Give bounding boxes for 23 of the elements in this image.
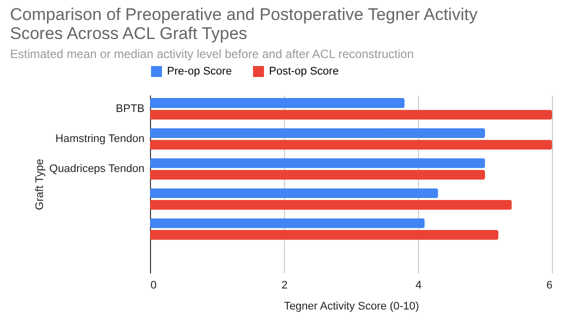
y-tick-label: Hamstring Tendon bbox=[55, 132, 144, 145]
legend-label: Post-op Score bbox=[269, 66, 339, 78]
x-tick-label: 0 bbox=[150, 280, 157, 292]
x-axis-title: Tegner Activity Score (0-10) bbox=[284, 300, 420, 312]
bar bbox=[150, 158, 485, 168]
bar bbox=[150, 170, 485, 180]
bar bbox=[150, 128, 485, 138]
x-tick-label: 4 bbox=[415, 280, 422, 292]
bar bbox=[150, 98, 405, 108]
bar bbox=[150, 230, 498, 240]
bar bbox=[150, 200, 512, 210]
chart-title: Comparison of Preoperative and Postoperative Tegner Activity Scores Across ACL Graft Types bbox=[10, 5, 478, 43]
bar bbox=[150, 188, 438, 198]
x-tick-label: 2 bbox=[281, 280, 288, 292]
y-tick-label: BPTB bbox=[116, 102, 144, 115]
bar bbox=[150, 140, 552, 150]
y-axis-title: Graft Type bbox=[34, 158, 46, 210]
legend-label: Pre-op Score bbox=[167, 66, 232, 78]
x-tick-label: 6 bbox=[546, 280, 552, 292]
bar bbox=[150, 110, 552, 120]
y-tick-label: Quadriceps Tendon bbox=[49, 162, 144, 175]
chart-subtitle: Estimated mean or median activity level before and after ACL reconstruction bbox=[10, 47, 414, 61]
bar bbox=[150, 218, 425, 228]
